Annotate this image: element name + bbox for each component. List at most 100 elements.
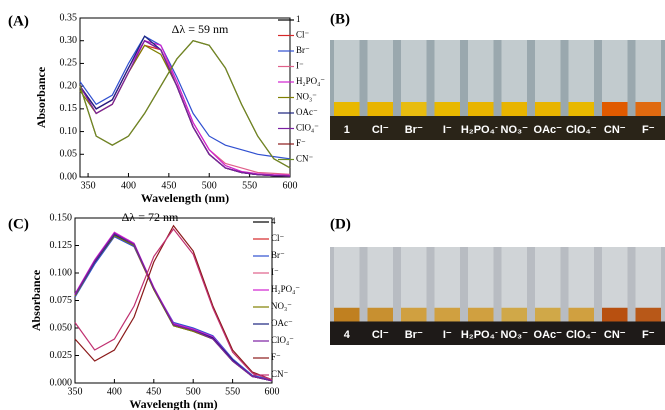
y-tick-label: 0.025 (50, 350, 73, 361)
tube-label: CN⁻ (604, 329, 626, 341)
plot-frame (74, 217, 273, 384)
legend-label: F⁻ (271, 352, 281, 362)
y-tick-label: 0.000 (50, 377, 73, 388)
x-tick-label: 350 (68, 386, 83, 397)
tube-liquid (401, 102, 427, 116)
photo-base (330, 116, 364, 140)
y-axis-label: Absorbance (34, 66, 48, 128)
tube-label: I⁻ (443, 124, 452, 136)
series-line (79, 40, 291, 169)
x-axis-label: Wavelength (nm) (129, 397, 217, 410)
y-tick-label: 0.30 (60, 35, 78, 46)
tube-label: F⁻ (642, 329, 655, 341)
series-line (74, 234, 273, 382)
photo-base (598, 321, 632, 345)
x-tick-label: 450 (161, 180, 176, 191)
legend-label: OAc⁻ (271, 318, 293, 328)
y-tick-label: 0.15 (60, 103, 78, 114)
series-line (74, 227, 273, 381)
legend-label: I⁻ (271, 267, 279, 277)
tube-liquid (635, 102, 661, 116)
tube-label: H₂PO₄⁻ (461, 329, 501, 341)
y-tick-label: 0.100 (50, 267, 73, 278)
x-tick-label: 550 (242, 180, 257, 191)
x-axis-label: Wavelength (nm) (141, 191, 229, 205)
series-line (74, 232, 273, 382)
legend-label: Br⁻ (296, 45, 310, 55)
y-tick-label: 0.05 (60, 149, 78, 160)
panel-label: (A) (8, 13, 29, 29)
tube-label: 1 (344, 124, 350, 136)
annotation: Δλ = 72 nm (122, 210, 179, 224)
x-tick-label: 500 (186, 386, 201, 397)
y-tick-label: 0.125 (50, 240, 73, 251)
legend-label: H₂PO₄⁻ (296, 76, 325, 86)
photo-base (531, 321, 565, 345)
annotation: Δλ = 59 nm (172, 22, 229, 36)
tube-label: OAc⁻ (534, 124, 563, 136)
x-tick-label: 600 (283, 180, 298, 191)
photo-base (564, 116, 598, 140)
legend-label: CN⁻ (271, 369, 289, 379)
tube-liquid (367, 102, 393, 116)
photo-base (464, 321, 498, 345)
legend-label: NO₃⁻ (271, 301, 292, 311)
tube-liquid (401, 307, 427, 322)
series-line (74, 224, 273, 381)
tube-liquid (501, 307, 527, 322)
series-line (74, 231, 273, 382)
photo-base (397, 116, 431, 140)
legend-label: Cl⁻ (296, 30, 310, 40)
legend-label: CN⁻ (296, 154, 314, 164)
photo-base (397, 321, 431, 345)
photo-base (598, 116, 632, 140)
photo-base (430, 116, 464, 140)
series-line (79, 39, 291, 177)
tube-liquid (568, 102, 594, 116)
tube-label: NO₃⁻ (501, 124, 529, 136)
y-tick-label: 0.35 (60, 12, 78, 23)
tube-label: Br⁻ (405, 124, 423, 136)
tube-liquid (535, 102, 561, 116)
photo-base (497, 321, 531, 345)
plot-frame (79, 17, 291, 178)
series-line (74, 235, 273, 381)
tube-liquid (434, 307, 460, 322)
series-line (74, 233, 273, 382)
tube-label: Cl⁻ (372, 124, 389, 136)
series-line (79, 44, 291, 177)
y-tick-label: 0.050 (50, 322, 73, 333)
panel-label: (B) (330, 11, 350, 27)
x-tick-label: 400 (121, 180, 136, 191)
panel-label: (C) (8, 216, 29, 232)
tube-liquid (602, 102, 628, 116)
tube-liquid (334, 102, 360, 116)
photo-base (497, 116, 531, 140)
tube-liquid (568, 307, 594, 322)
series-line (74, 233, 273, 382)
tube-liquid (468, 102, 494, 116)
legend-label: ClO₄⁻ (296, 123, 319, 133)
legend-label: NO₃⁻ (296, 92, 317, 102)
legend-label: Cl⁻ (271, 233, 285, 243)
photo-base (363, 116, 397, 140)
tube-label: H₂PO₄⁻ (461, 124, 501, 136)
legend-label: I⁻ (296, 61, 304, 71)
legend-label: 1 (296, 14, 301, 24)
tube-liquid (367, 307, 393, 322)
tube-label: NO₃⁻ (501, 329, 529, 341)
legend-label: ClO₄⁻ (271, 335, 294, 345)
tube-liquid (635, 307, 661, 322)
tube-label: 4 (344, 329, 351, 341)
photo-base (564, 321, 598, 345)
tube-liquid (602, 307, 628, 322)
photo-base (464, 116, 498, 140)
tube-liquid (468, 307, 494, 322)
x-tick-label: 500 (202, 180, 217, 191)
series-line (79, 39, 291, 177)
series-line (79, 35, 291, 160)
y-tick-label: 0.075 (50, 295, 73, 306)
tube-label: OAc⁻ (534, 329, 563, 341)
photo-base (330, 321, 364, 345)
